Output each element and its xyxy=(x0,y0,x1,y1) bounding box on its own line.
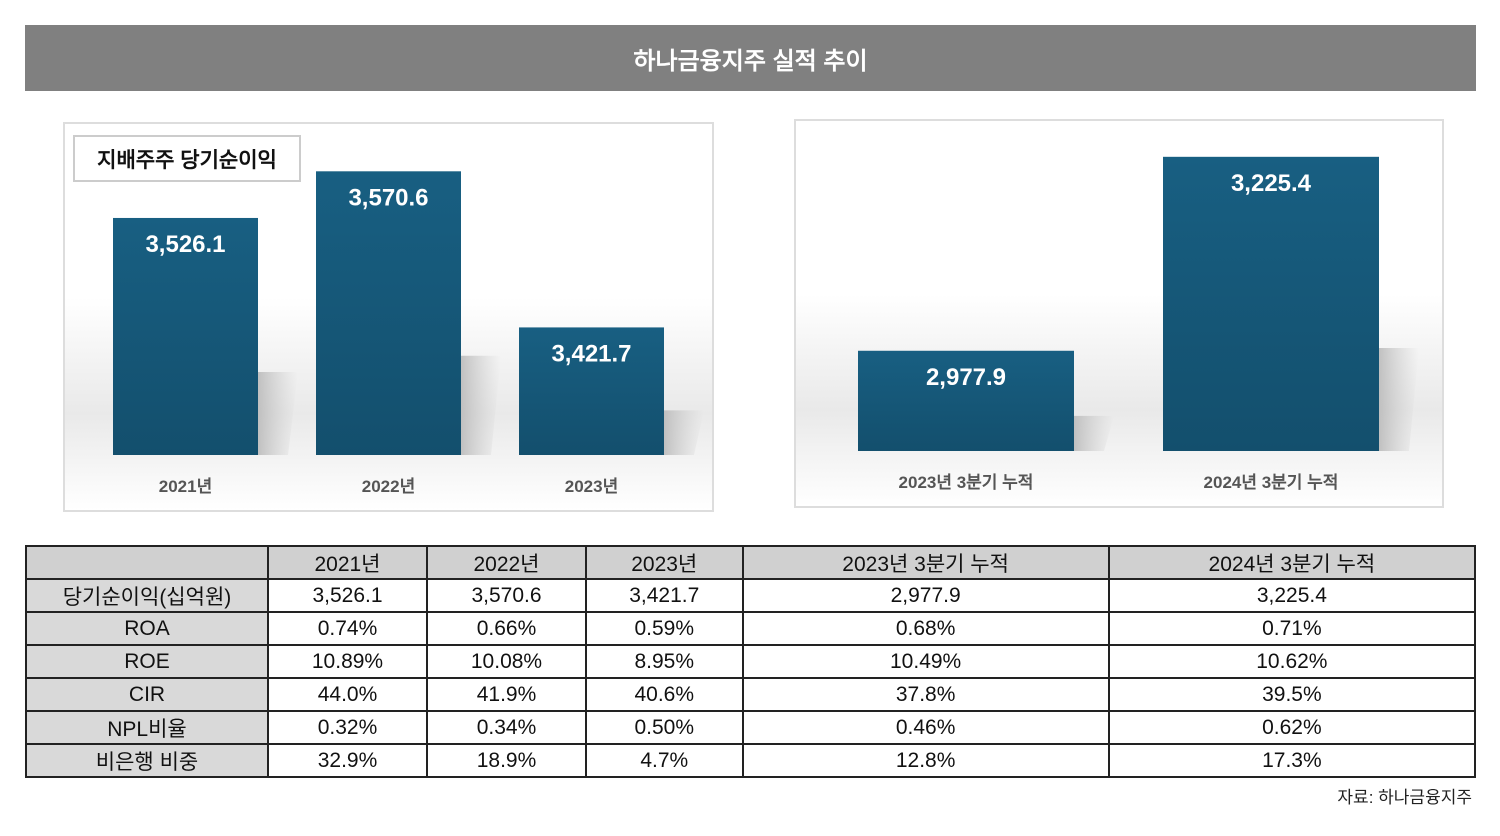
bar xyxy=(858,350,1074,451)
table-column-header: 2024년 3분기 누적 xyxy=(1107,545,1477,580)
bar xyxy=(316,171,461,455)
data-label: 3,570.6 xyxy=(348,184,428,211)
table-cell: 17.3% xyxy=(1107,743,1477,778)
table-cell: 37.8% xyxy=(741,677,1110,712)
table-header-row: 2021년 2022년 2023년 2023년 3분기 누적 2024년 3분기 누적 xyxy=(25,545,1477,580)
table-cell: 10.49% xyxy=(741,644,1110,679)
table-cell: 32.9% xyxy=(267,743,428,778)
table-cell: 0.66% xyxy=(426,611,587,646)
table-cell: 39.5% xyxy=(1107,677,1477,712)
row-header: ROE xyxy=(25,644,269,679)
table-cell: 0.68% xyxy=(741,611,1110,646)
table-cell: 3,225.4 xyxy=(1107,578,1477,613)
table-cell: 3,526.1 xyxy=(267,578,428,613)
bar xyxy=(519,327,664,455)
charts-svg: 3,526.1 2021년 3,570.6 2022년 3,421.7 2023년 2,97… xyxy=(113,156,1419,496)
table-corner-cell xyxy=(25,545,269,580)
table-column-header: 2021년 xyxy=(267,545,428,580)
data-label: 3,225.4 xyxy=(1231,170,1312,197)
data-label: 2,977.9 xyxy=(926,364,1006,391)
row-header: 비은행 비중 xyxy=(25,743,269,778)
table-column-header: 2022년 xyxy=(426,545,587,580)
category-label: 2021년 xyxy=(159,477,212,496)
table-cell: 40.6% xyxy=(585,677,744,712)
row-header: 당기순이익(십억원) xyxy=(25,578,269,613)
table-row: ROA 0.74% 0.66% 0.59% 0.68% 0.71% xyxy=(25,611,1477,646)
table-cell: 18.9% xyxy=(426,743,587,778)
table-row: ROE 10.89% 10.08% 8.95% 10.49% 10.62% xyxy=(25,644,1477,679)
bar-shadow xyxy=(1074,415,1114,451)
row-header: CIR xyxy=(25,677,269,712)
table-row: 당기순이익(십억원) 3,526.1 3,570.6 3,421.7 2,977.9 3,… xyxy=(25,578,1477,613)
data-label: 3,421.7 xyxy=(551,340,631,367)
bar-shadow xyxy=(258,372,298,455)
table-cell: 0.34% xyxy=(426,710,587,745)
table-cell: 2,977.9 xyxy=(741,578,1110,613)
table-cell: 3,570.6 xyxy=(426,578,587,613)
table-cell: 10.62% xyxy=(1107,644,1477,679)
bar-shadow xyxy=(664,410,704,455)
table-cell: 0.32% xyxy=(267,710,428,745)
table-column-header: 2023년 3분기 누적 xyxy=(741,545,1110,580)
table-row: CIR 44.0% 41.9% 40.6% 37.8% 39.5% xyxy=(25,677,1477,712)
source-note: 자료: 하나금융지주 xyxy=(1337,788,1472,807)
category-label: 2022년 xyxy=(362,477,415,496)
table-cell: 0.50% xyxy=(585,710,744,745)
data-label: 3,526.1 xyxy=(145,231,225,258)
table-cell: 0.71% xyxy=(1107,611,1477,646)
table-cell: 44.0% xyxy=(267,677,428,712)
table-cell: 12.8% xyxy=(741,743,1110,778)
row-header: ROA xyxy=(25,611,269,646)
table-cell: 41.9% xyxy=(426,677,587,712)
category-label: 2023년 3분기 누적 xyxy=(899,473,1034,492)
bar xyxy=(1163,156,1379,451)
table-cell: 0.74% xyxy=(267,611,428,646)
table-cell: 8.95% xyxy=(585,644,744,679)
bar-shadow xyxy=(461,355,501,455)
page-title: 하나금융지주 실적 추이 xyxy=(25,25,1476,91)
table-cell: 10.08% xyxy=(426,644,587,679)
chart-legend: 지배주주 당기순이익 xyxy=(73,135,301,182)
table-cell: 3,421.7 xyxy=(585,578,744,613)
table-cell: 10.89% xyxy=(267,644,428,679)
category-label: 2024년 3분기 누적 xyxy=(1204,473,1339,492)
performance-table: 2021년 2022년 2023년 2023년 3분기 누적 2024년 3분기 누적 … xyxy=(25,545,1477,778)
table-cell: 0.62% xyxy=(1107,710,1477,745)
table-row: 비은행 비중 32.9% 18.9% 4.7% 12.8% 17.3% xyxy=(25,743,1477,778)
table-cell: 4.7% xyxy=(585,743,744,778)
table-column-header: 2023년 xyxy=(585,545,744,580)
bar-shadow xyxy=(1379,348,1419,451)
table-row: NPL비율 0.32% 0.34% 0.50% 0.46% 0.62% xyxy=(25,710,1477,745)
table-cell: 0.59% xyxy=(585,611,744,646)
bar xyxy=(113,217,258,455)
row-header: NPL비율 xyxy=(25,710,269,745)
category-label: 2023년 xyxy=(565,477,618,496)
table-cell: 0.46% xyxy=(741,710,1110,745)
